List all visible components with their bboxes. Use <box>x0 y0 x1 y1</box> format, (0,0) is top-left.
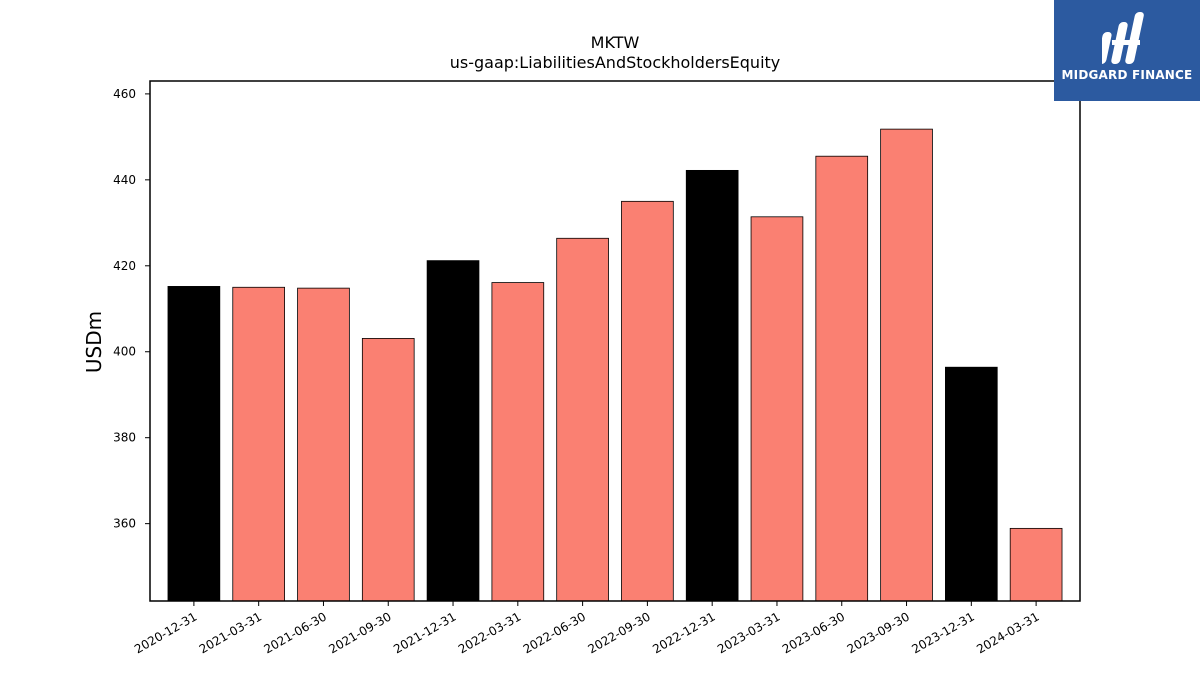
bar-2022-06-30 <box>556 237 609 602</box>
bar-2023-12-31 <box>945 366 998 602</box>
bar-2024-03-31 <box>1009 527 1063 602</box>
bar-2023-09-30 <box>880 128 933 602</box>
midgard-finance-logo: MIDGARD FINANCE <box>1054 0 1200 101</box>
x-tick-label: 2022-06-30 <box>521 609 588 656</box>
y-tick-label: 420 <box>113 259 136 273</box>
y-tick-label: 380 <box>113 431 136 445</box>
logo-text: MIDGARD FINANCE <box>1061 68 1193 82</box>
x-tick-label: 2023-09-30 <box>845 609 912 656</box>
logo-mark-icon <box>1102 12 1144 64</box>
x-tick-label: 2021-03-31 <box>197 609 264 656</box>
x-tick-label: 2020-12-31 <box>132 609 199 656</box>
y-axis-label: USDm <box>82 311 106 373</box>
bar-2021-09-30 <box>361 338 415 602</box>
x-tick-label: 2021-09-30 <box>326 609 393 656</box>
y-tick-label: 440 <box>113 173 136 187</box>
bar-2021-12-31 <box>426 260 480 602</box>
bar-2022-03-31 <box>491 282 545 602</box>
x-tick-label: 2022-09-30 <box>585 609 652 656</box>
x-tick-label: 2023-06-30 <box>780 609 847 656</box>
y-tick-label: 360 <box>113 517 136 531</box>
x-tick-label: 2022-03-31 <box>456 609 523 656</box>
x-tick-label: 2024-03-31 <box>974 609 1041 656</box>
bar-2023-03-31 <box>750 216 804 602</box>
bar-2022-12-31 <box>685 169 739 602</box>
bar-2021-06-30 <box>297 287 350 602</box>
bar-2021-03-31 <box>232 286 285 602</box>
x-tick-label: 2021-06-30 <box>262 609 329 656</box>
chart-title: MKTW <box>591 33 640 52</box>
x-tick-label: 2023-12-31 <box>909 609 976 656</box>
x-tick-label: 2023-03-31 <box>715 609 782 656</box>
y-tick-label: 460 <box>113 87 136 101</box>
y-tick-label: 400 <box>113 345 136 359</box>
bar-2020-12-31 <box>167 286 221 602</box>
chart-subtitle: us-gaap:LiabilitiesAndStockholdersEquity <box>450 53 781 72</box>
x-tick-label: 2022-12-31 <box>650 609 717 656</box>
bar-2022-09-30 <box>621 200 674 602</box>
bar-2023-06-30 <box>815 155 869 602</box>
x-tick-label: 2021-12-31 <box>391 609 458 656</box>
plot-frame <box>149 80 1081 602</box>
